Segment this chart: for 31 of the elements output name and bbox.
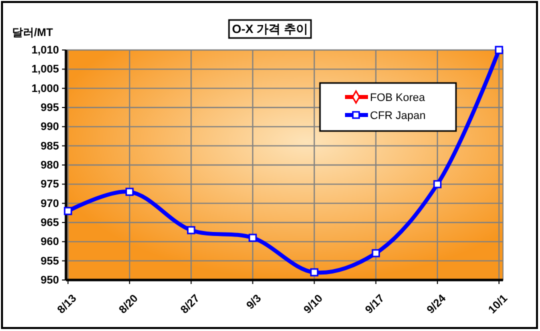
point: [125, 188, 134, 196]
y-tick-label: 1,010: [31, 44, 59, 57]
point: [64, 206, 72, 216]
y-tick-label: 985: [40, 140, 59, 152]
y-tick-label: 965: [40, 217, 59, 230]
point: [433, 180, 442, 188]
y-tick-label: 980: [40, 160, 59, 172]
y-tick-label: 995: [40, 102, 59, 114]
legend-label: CFR Japan: [370, 110, 426, 122]
point: [248, 234, 257, 242]
chart-title: O-X 가격 추이: [232, 22, 308, 36]
y-tick-label: 960: [40, 236, 59, 248]
x-tick-label: 8/20: [117, 292, 141, 316]
y-tick-label: 990: [40, 121, 59, 134]
x-tick-label: 9/24: [424, 292, 450, 316]
x-tick-label: 9/10: [302, 292, 326, 316]
legend-label: FOB Korea: [370, 92, 426, 104]
x-tick-label: 10/1: [486, 292, 510, 316]
y-tick-label: 975: [40, 178, 59, 191]
y-tick-label: 950: [40, 274, 59, 287]
point: [187, 226, 196, 234]
x-tick-label: 9/3: [244, 292, 264, 312]
y-tick-label: 955: [40, 255, 59, 268]
y-tick-label: 970: [40, 198, 59, 210]
point: [372, 249, 380, 258]
point: [494, 46, 504, 54]
point: [310, 268, 318, 276]
y-axis-title: 달러/MT: [12, 27, 54, 39]
x-tick-label: 8/13: [55, 292, 80, 316]
y-tick-label: 1,005: [31, 64, 59, 76]
y-tick-label: 1,000: [31, 82, 59, 95]
